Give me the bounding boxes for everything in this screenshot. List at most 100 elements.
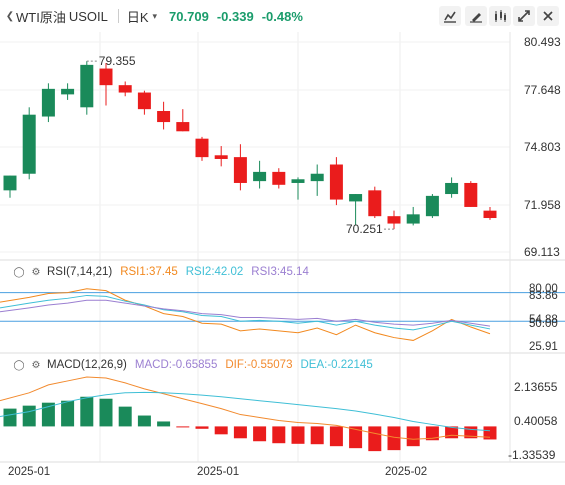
- macd-bar: [272, 426, 286, 444]
- macd-header: ◯ ⚙ MACD(12,26,9) MACD:-0.65855 DIF:-0.5…: [0, 356, 372, 374]
- divider: [117, 9, 119, 23]
- price-change: -0.339: [216, 8, 254, 24]
- macd-series: [0, 376, 497, 452]
- macd-bar: [406, 426, 420, 447]
- dea-line: [0, 391, 491, 432]
- macd-bar: [368, 426, 382, 452]
- rsi-header: ◯ ⚙ RSI(7,14,21) RSI1:37.45 RSI2:42.02 R…: [0, 263, 309, 281]
- macd-bar: [22, 405, 36, 427]
- last-price: 70.709: [169, 8, 209, 24]
- macd-bar: [291, 426, 305, 444]
- candle-body: [349, 194, 363, 202]
- indicator-icon: [495, 10, 506, 22]
- macd-bar: [349, 426, 363, 449]
- macd-bar: [61, 400, 75, 427]
- candle-body: [310, 173, 324, 182]
- dif-line: [0, 376, 491, 440]
- rsi-axis-label: 80.00: [529, 283, 558, 295]
- macd-bar: [445, 426, 459, 439]
- chart-header: ❮ WTI原油 USOIL 日K ▾ 70.709 -0.339 -0.48%: [0, 0, 565, 32]
- candle-body: [80, 64, 94, 108]
- rsi1-value: RSI1:37.45: [120, 266, 178, 278]
- macd-axis-label: 0.40058: [514, 414, 558, 428]
- rsi-axis-label: 25.91: [529, 341, 558, 353]
- macd-bar: [80, 396, 94, 427]
- rsi-line-rsi2: [0, 294, 491, 331]
- close-icon: [543, 11, 553, 21]
- symbol-name[interactable]: WTI原油: [16, 9, 66, 25]
- macd-bar: [176, 426, 190, 428]
- axis-labels: 80.493 77.648 74.803 71.958 69.113 80.0083.86…: [8, 35, 561, 478]
- symbol-bar: ❮ WTI原油 USOIL 日K ▾ 70.709 -0.339 -0.48%: [4, 6, 311, 26]
- candle-body: [445, 182, 459, 195]
- candle-body: [253, 171, 267, 182]
- eye-icon[interactable]: ◯: [13, 359, 25, 371]
- price-axis-label: 69.113: [524, 245, 560, 259]
- rsi-axis-label: 54.88: [529, 314, 558, 326]
- macd-bar: [157, 421, 171, 427]
- macd-axis-label: 2.13655: [514, 380, 558, 394]
- close-button[interactable]: [537, 6, 559, 26]
- price-axis-label: 80.493: [524, 35, 561, 49]
- macd-axis-label: -1.33539: [508, 448, 556, 462]
- candle-body: [157, 110, 171, 123]
- macd-bar: [3, 408, 17, 427]
- fullscreen-icon: [518, 10, 530, 22]
- candle-body: [214, 155, 228, 159]
- candle-body: [483, 210, 497, 219]
- candle-body: [464, 182, 478, 207]
- macd-title[interactable]: MACD(12,26,9): [47, 359, 127, 371]
- chart-style-icon: [444, 11, 456, 23]
- macd-bar: [118, 406, 132, 427]
- gear-icon[interactable]: ⚙: [31, 359, 41, 371]
- candle-body: [387, 216, 401, 224]
- candle-body: [118, 85, 132, 93]
- candle-body: [233, 157, 247, 183]
- rsi3-value: RSI3:45.14: [251, 266, 309, 278]
- rsi-title[interactable]: RSI(7,14,21): [47, 266, 113, 278]
- macd-bar: [329, 426, 343, 447]
- candle-body: [176, 122, 190, 132]
- candle-body: [41, 88, 55, 117]
- macd-bar: [464, 426, 478, 439]
- draw-tool-icon: [470, 13, 482, 23]
- rsi-series: [0, 288, 565, 341]
- macd-bar: [41, 402, 55, 427]
- chevron-left-icon[interactable]: ❮: [5, 10, 15, 22]
- indicator-button[interactable]: [489, 6, 511, 26]
- draw-tool-button[interactable]: [465, 6, 487, 26]
- period-selector[interactable]: 日K: [126, 9, 149, 25]
- candle-body: [99, 68, 113, 86]
- fullscreen-button[interactable]: [513, 6, 535, 26]
- macd-bar: [233, 426, 247, 439]
- macd-bar: [195, 426, 209, 429]
- grid-lines: [0, 32, 565, 463]
- price-axis-label: 77.648: [524, 83, 561, 97]
- candle-body: [425, 195, 439, 217]
- candle-body: [368, 190, 382, 217]
- candle-body: [137, 92, 151, 110]
- candle-body: [291, 179, 305, 183]
- candle-body: [329, 164, 343, 200]
- x-axis-label: 2025-01: [8, 466, 50, 478]
- macd-value: MACD:-0.65855: [134, 359, 218, 371]
- macd-bar: [137, 415, 151, 427]
- chevron-down-icon[interactable]: ▾: [152, 10, 158, 21]
- low-annotation: 70.251: [346, 222, 383, 236]
- rsi2-value: RSI2:42.02: [185, 266, 244, 278]
- price-change-percent: -0.48%: [261, 8, 303, 24]
- gear-icon[interactable]: ⚙: [31, 266, 41, 278]
- macd-bar: [310, 426, 324, 445]
- eye-icon[interactable]: ◯: [13, 266, 25, 278]
- candle-body: [22, 114, 36, 174]
- macd-bar: [214, 426, 228, 435]
- chart-style-button[interactable]: [439, 6, 461, 26]
- candle-body: [3, 175, 17, 191]
- macd-bar: [425, 426, 439, 441]
- x-axis-label: 2025-01: [197, 466, 239, 478]
- high-annotation: 79.355: [99, 54, 136, 68]
- rsi-line-rsi1: [0, 288, 491, 341]
- price-axis-label: 71.958: [524, 198, 561, 212]
- price-axis-label: 74.803: [524, 140, 561, 154]
